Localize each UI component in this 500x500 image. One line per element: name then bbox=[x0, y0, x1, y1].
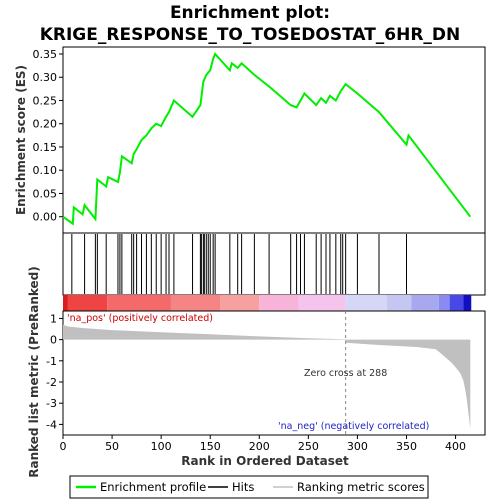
positive-correlation-label: 'na_pos' (positively correlated) bbox=[67, 313, 213, 324]
x-tick-label: 400 bbox=[445, 440, 466, 453]
ranking-y-axis-label: Ranked list metric (PreRanked) bbox=[27, 266, 41, 478]
hits-panel-frame bbox=[63, 233, 485, 295]
colorbar-segment bbox=[411, 295, 438, 311]
es-y-tick-label: 0.30 bbox=[33, 71, 58, 84]
x-axis-ticks: 0 50 100 150 200 250 300 350 400 bbox=[60, 435, 467, 453]
colorbar-segment bbox=[259, 295, 298, 311]
x-tick-label: 50 bbox=[105, 440, 119, 453]
es-y-tick-label: 0.00 bbox=[33, 211, 58, 224]
es-y-tick-label: 0.10 bbox=[33, 164, 58, 177]
es-y-tick-label: 0.35 bbox=[33, 48, 58, 61]
legend: Enrichment profile Hits Ranking metric s… bbox=[70, 476, 428, 498]
ranking-y-tick-label: -2 bbox=[46, 376, 57, 389]
x-tick-label: 150 bbox=[200, 440, 221, 453]
ranking-colorbar bbox=[63, 295, 471, 311]
colorbar-segment bbox=[171, 295, 220, 311]
es-y-tick-label: 0.20 bbox=[33, 118, 58, 131]
colorbar-segment bbox=[346, 295, 387, 311]
colorbar-segment bbox=[299, 295, 346, 311]
es-y-tick-label: 0.25 bbox=[33, 94, 58, 107]
es-y-tick-label: 0.05 bbox=[33, 187, 58, 200]
es-panel: 0.00 0.05 0.10 0.15 0.20 0.25 0.30 0.35 Enrichm… bbox=[14, 47, 485, 233]
ranking-y-ticks: 1 0 -1 -2 -3 -4 bbox=[46, 312, 63, 431]
chart-title-line-1: Enrichment plot: bbox=[170, 3, 330, 23]
colorbar-segment bbox=[387, 295, 412, 311]
ranking-y-tick-label: 0 bbox=[50, 334, 57, 347]
es-y-tick-label: 0.15 bbox=[33, 141, 58, 154]
x-tick-label: 300 bbox=[347, 440, 368, 453]
colorbar-segment bbox=[439, 295, 450, 311]
es-y-axis-label: Enrichment score (ES) bbox=[14, 65, 28, 215]
hits-panel bbox=[63, 233, 485, 311]
ranking-panel-frame bbox=[63, 311, 485, 435]
x-tick-label: 250 bbox=[298, 440, 319, 453]
x-tick-label: 350 bbox=[396, 440, 417, 453]
legend-label-hits: Hits bbox=[232, 480, 254, 494]
es-panel-frame bbox=[63, 47, 485, 233]
colorbar-segment bbox=[63, 295, 68, 311]
x-axis-label: Rank in Ordered Dataset bbox=[181, 454, 349, 468]
ranking-y-tick-label: -3 bbox=[46, 397, 57, 410]
ranking-y-tick-label: 1 bbox=[50, 312, 57, 325]
x-tick-label: 0 bbox=[60, 440, 67, 453]
colorbar-segment bbox=[68, 295, 107, 311]
colorbar-segment bbox=[463, 295, 471, 311]
negative-correlation-label: 'na_neg' (negatively correlated) bbox=[278, 421, 429, 432]
legend-label-ranking: Ranking metric scores bbox=[297, 480, 425, 494]
colorbar-segment bbox=[450, 295, 464, 311]
colorbar-segment bbox=[107, 295, 171, 311]
ranking-y-tick-label: -4 bbox=[46, 418, 57, 431]
ranking-y-tick-label: -1 bbox=[46, 355, 57, 368]
x-tick-label: 200 bbox=[249, 440, 270, 453]
es-y-ticks: 0.00 0.05 0.10 0.15 0.20 0.25 0.30 0.35 bbox=[33, 48, 64, 224]
legend-label-enrichment: Enrichment profile bbox=[100, 480, 206, 494]
x-tick-label: 100 bbox=[151, 440, 172, 453]
zero-cross-label: Zero cross at 288 bbox=[304, 368, 387, 379]
colorbar-segment bbox=[220, 295, 259, 311]
chart-title-line-2: KRIGE_RESPONSE_TO_TOSEDOSTAT_6HR_DN bbox=[40, 25, 461, 45]
